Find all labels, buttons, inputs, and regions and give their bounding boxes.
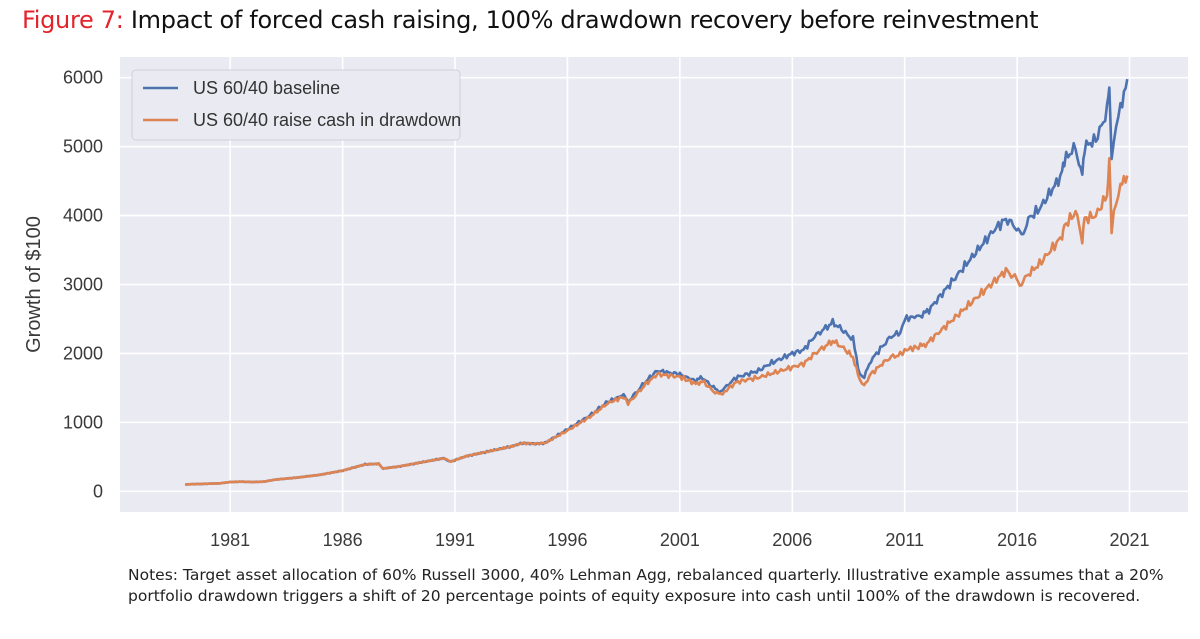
x-tick-label: 1996 (547, 530, 587, 550)
line-chart: 1981 1986 1991 1996 2001 2006 2011 2016 2021 0 10… (23, 57, 1188, 550)
x-tick-labels: 1981 1986 1991 1996 2001 2006 2011 2016 2021 (210, 530, 1149, 550)
legend: US 60/40 baseline US 60/40 raise cash in… (131, 69, 461, 141)
y-tick-label: 1000 (63, 412, 103, 432)
y-tick-label: 0 (93, 481, 103, 501)
y-tick-label: 2000 (63, 343, 103, 363)
figure-notes: Notes: Target asset allocation of 60% Ru… (128, 566, 1164, 605)
x-tick-label: 2021 (1110, 530, 1150, 550)
series-lines (185, 78, 1129, 486)
x-tick-label: 2011 (885, 530, 924, 550)
figure-title-text: Impact of forced cash raising, 100% draw… (123, 6, 1039, 34)
legend-label-baseline: US 60/40 baseline (193, 78, 340, 98)
x-tick-label: 1986 (323, 530, 363, 550)
y-axis-label: Growth of $100 (23, 216, 45, 353)
figure-label: Figure 7 (22, 6, 116, 34)
figure-label-separator: : (115, 6, 124, 34)
y-tick-label: 6000 (63, 68, 103, 88)
legend-label-raise-cash: US 60/40 raise cash in drawdown (193, 110, 461, 130)
x-tick-label: 2001 (660, 530, 700, 550)
x-tick-label: 2006 (772, 530, 812, 550)
series-line-raise-cash (185, 157, 1129, 486)
y-tick-labels: 0 1000 2000 3000 4000 5000 6000 (63, 68, 103, 502)
x-tick-label: 2016 (997, 530, 1037, 550)
figure-title: Figure 7: Impact of forced cash raising,… (22, 6, 1039, 34)
y-tick-label: 3000 (63, 275, 103, 295)
y-tick-label: 5000 (63, 137, 103, 157)
x-tick-label: 1991 (435, 530, 475, 550)
legend-box (131, 69, 461, 141)
y-tick-label: 4000 (63, 206, 103, 226)
x-tick-label: 1981 (210, 530, 250, 550)
